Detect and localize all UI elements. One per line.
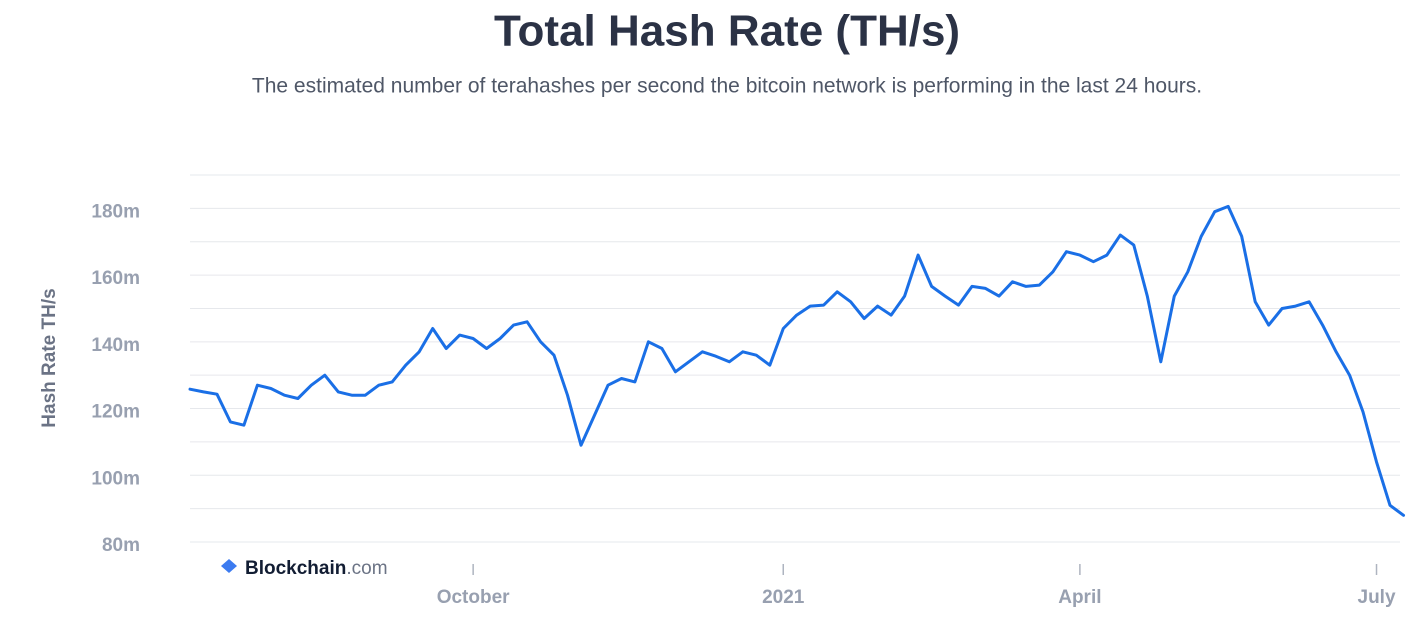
chart-subtitle: The estimated number of terahashes per s… xyxy=(252,75,1202,98)
x-tick-label: 2021 xyxy=(762,587,805,608)
brand-name-text: Blockchain xyxy=(245,558,346,579)
brand-name: Blockchain.com xyxy=(245,558,388,579)
brand-suffix: .com xyxy=(346,558,387,579)
y-tick-label: 140m xyxy=(91,335,140,356)
y-tick-label: 160m xyxy=(91,268,140,289)
x-tick-label: October xyxy=(437,587,510,608)
y-axis-label: Hash Rate TH/s xyxy=(39,288,60,427)
y-tick-label: 80m xyxy=(102,535,140,556)
data-line xyxy=(188,204,1405,517)
x-tick-label: July xyxy=(1358,587,1396,608)
x-tick-label: April xyxy=(1058,587,1101,608)
chart-title: Total Hash Rate (TH/s) xyxy=(494,7,960,56)
brand-logo: Blockchain.com xyxy=(221,558,388,579)
grid xyxy=(190,174,1400,543)
y-tick-label: 100m xyxy=(91,468,140,489)
logo-icon xyxy=(221,559,237,573)
y-tick-label: 120m xyxy=(91,402,140,423)
y-tick-label: 180m xyxy=(91,201,140,222)
